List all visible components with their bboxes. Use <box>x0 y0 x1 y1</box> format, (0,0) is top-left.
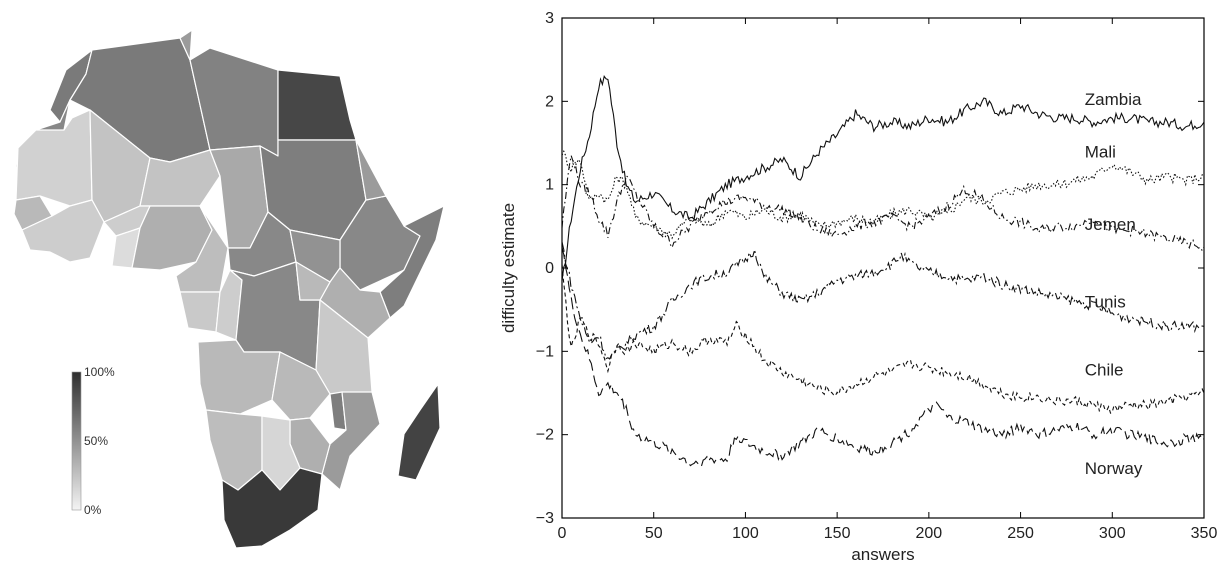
region-eritrea <box>355 139 387 201</box>
y-tick-label: 0 <box>545 260 554 277</box>
y-tick-label: −3 <box>536 510 554 527</box>
series-label-jemen: Jemen <box>1085 215 1136 234</box>
y-tick-label: 2 <box>545 93 554 110</box>
region-gabon <box>179 291 221 333</box>
region-tunisia <box>179 29 193 61</box>
colorbar-label-100: 100% <box>84 365 115 379</box>
series-layer <box>561 74 1205 467</box>
x-tick-label: 50 <box>645 525 663 542</box>
region-madagascar <box>397 383 441 481</box>
colorbar-label-0: 0% <box>84 503 102 517</box>
x-tick-label: 100 <box>732 525 759 542</box>
x-tick-label: 0 <box>558 525 567 542</box>
series-label-tunis: Tunis <box>1085 292 1126 311</box>
series-label-zambia: Zambia <box>1085 90 1142 109</box>
region-niger <box>139 149 221 207</box>
series-label-chile: Chile <box>1085 361 1124 380</box>
y-tick-label: 1 <box>545 177 554 194</box>
difficulty-line-chart: 0 50 100 150 200 250 300 350 3 2 1 0 −1 −2 −3 Zambia Ma… <box>499 10 1218 564</box>
x-tick-label: 200 <box>916 525 943 542</box>
series-line-tunis <box>561 241 1205 360</box>
y-tick-label: −2 <box>536 427 554 444</box>
y-tick-label: 3 <box>545 10 554 27</box>
x-tick-label: 250 <box>1007 525 1034 542</box>
ticks-layer: 0 50 100 150 200 250 300 350 3 2 1 0 −1 −2 −3 <box>536 10 1218 542</box>
region-cameroon <box>175 205 229 293</box>
x-tick-label: 300 <box>1099 525 1126 542</box>
region-egypt <box>277 69 357 141</box>
series-line-chile <box>561 264 1205 415</box>
series-line-jemen <box>561 155 1205 252</box>
africa-map-panel: 100% 50% 0% <box>0 0 480 567</box>
series-label-mali: Mali <box>1085 142 1116 161</box>
region-mozambique <box>321 391 381 491</box>
x-axis-title: answers <box>851 545 914 564</box>
difficulty-chart-panel: 0 50 100 150 200 250 300 350 3 2 1 0 −1 −2 −3 Zambia Ma… <box>490 0 1224 567</box>
y-tick-label: −1 <box>536 343 554 360</box>
series-line-zambia <box>561 74 1205 281</box>
africa-choropleth-map: 100% 50% 0% <box>13 29 445 549</box>
colorbar-gradient <box>71 371 82 511</box>
region-south-africa <box>221 467 323 549</box>
y-axis-title: difficulty estimate <box>499 203 518 333</box>
x-tick-label: 150 <box>824 525 851 542</box>
series-line-mali <box>561 149 1205 240</box>
series-line-norway <box>561 247 1205 467</box>
series-label-norway: Norway <box>1085 459 1143 478</box>
x-tick-label: 350 <box>1191 525 1218 542</box>
series-labels-layer: Zambia Mali Jemen Tunis Chile Norway <box>1085 90 1143 478</box>
region-guinea <box>21 199 105 263</box>
map-colorbar: 100% 50% 0% <box>71 365 115 517</box>
colorbar-label-50: 50% <box>84 434 108 448</box>
